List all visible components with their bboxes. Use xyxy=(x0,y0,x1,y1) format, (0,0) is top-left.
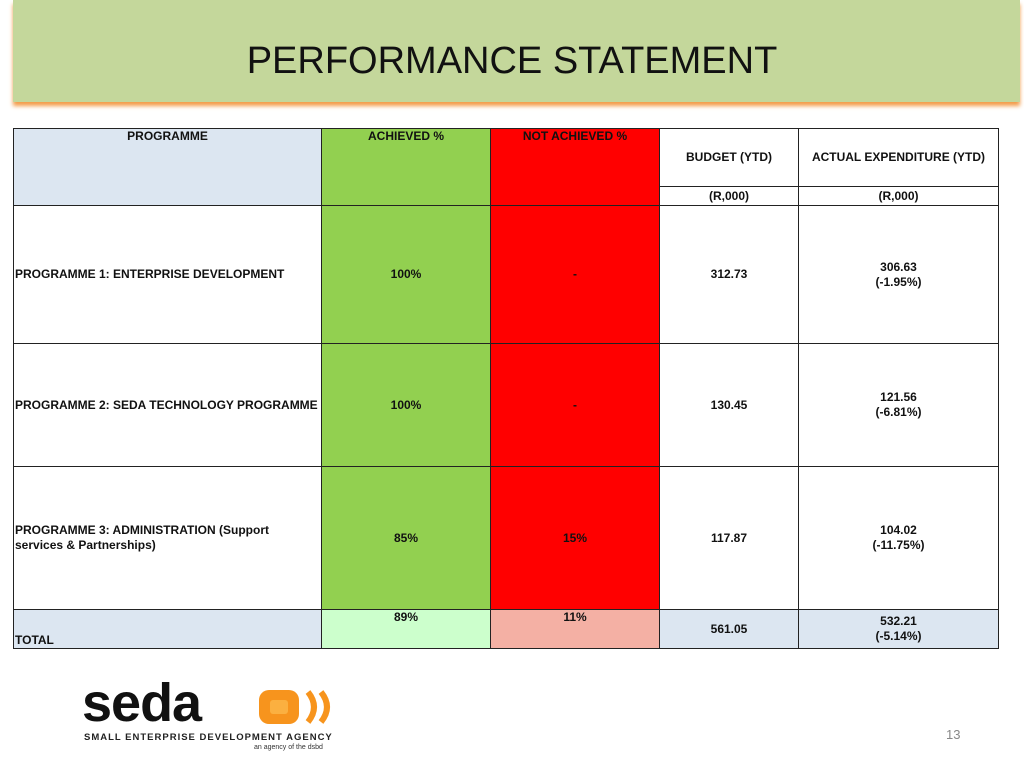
unit-cell: (R,000) xyxy=(659,186,799,206)
logo-arc xyxy=(305,690,317,724)
table-cell: PROGRAMME 3: ADMINISTRATION (Support ser… xyxy=(13,466,322,610)
title: PERFORMANCE STATEMENT xyxy=(246,40,778,82)
logo-icon xyxy=(259,690,330,724)
logo-shape xyxy=(270,700,288,714)
page-number: 13 xyxy=(946,727,961,742)
logo-arc xyxy=(318,690,330,724)
cell-line: (-1.95%) xyxy=(875,274,922,289)
table-cell: 15% xyxy=(490,466,660,610)
tagline: an agency of the dsbd xyxy=(254,744,323,751)
table-cell: 117.87 xyxy=(659,466,799,610)
agency-name: SMALL ENTERPRISE DEVELOPMENT AGENCY xyxy=(84,732,333,743)
cell-line: 532.21 xyxy=(880,614,917,628)
cell-line: 121.56 xyxy=(880,390,917,404)
table-cell: TOTAL xyxy=(13,609,322,649)
table-row: TOTAL 89% 11% 561.05 532.21 (-5.14%) xyxy=(13,609,999,649)
table-cell: 89% xyxy=(321,609,491,649)
table-cell: - xyxy=(490,343,660,467)
header-cell: NOT ACHIEVED % xyxy=(490,128,660,206)
table-cell: 532.21 (-5.14%) xyxy=(798,609,999,649)
table-row: PROGRAMME 3: ADMINISTRATION (Support ser… xyxy=(13,466,999,610)
cell-line: 104.02 xyxy=(880,523,917,537)
header-cell: ACHIEVED % xyxy=(321,128,491,206)
unit-cell: (R,000) xyxy=(798,186,999,206)
table-cell: 85% xyxy=(321,466,491,610)
cell-line: 306.63 xyxy=(880,259,917,274)
table-cell: 100% xyxy=(321,205,491,344)
table-row: PROGRAMME 1: ENTERPRISE DEVELOPMENT 100% -… xyxy=(13,205,999,344)
cell-line: (-6.81%) xyxy=(875,405,922,419)
cell-line: (-5.14%) xyxy=(875,629,922,643)
header-cell: ACTUAL EXPENDITURE (YTD) xyxy=(798,128,999,187)
table-cell: 312.73 xyxy=(659,205,799,344)
table-cell: PROGRAMME 2: SEDA TECHNOLOGY PROGRAMME xyxy=(13,343,322,467)
logo-text: seda xyxy=(82,673,202,733)
title-bar xyxy=(13,0,1020,102)
header-cell: BUDGET (YTD) xyxy=(659,128,799,187)
table-cell: 104.02 (-11.75%) xyxy=(798,466,999,610)
table-cell: 11% xyxy=(490,609,660,649)
table-cell: 121.56 (-6.81%) xyxy=(798,343,999,467)
table-row: PROGRAMME 2: SEDA TECHNOLOGY PROGRAMME 10… xyxy=(13,343,999,467)
table-cell: 306.63 (-1.95%) xyxy=(798,205,999,344)
table-cell: 561.05 xyxy=(659,609,799,649)
cell-line: (-11.75%) xyxy=(872,538,925,552)
table-cell: PROGRAMME 1: ENTERPRISE DEVELOPMENT xyxy=(13,205,322,344)
table-cell: 100% xyxy=(321,343,491,467)
table-cell: 130.45 xyxy=(659,343,799,467)
header-cell: PROGRAMME xyxy=(13,128,322,206)
performance-table: PROGRAMME ACHIEVED % NOT ACHIEVED % BUDG… xyxy=(13,128,999,649)
table-cell: - xyxy=(490,205,660,344)
